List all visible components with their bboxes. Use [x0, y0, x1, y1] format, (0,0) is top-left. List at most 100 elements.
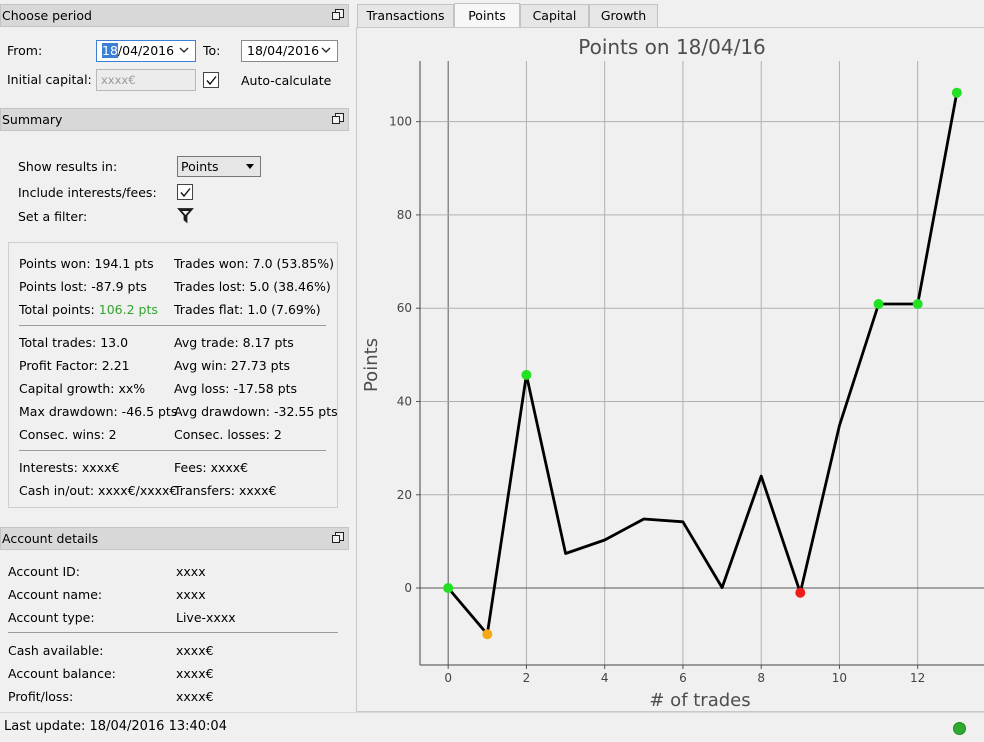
account-type-label: Account type: — [8, 610, 95, 625]
chart-axes: 0 2 4 6 8 10 12 0 20 40 60 80 100 — [389, 61, 984, 685]
cash-inout: Cash in/out: xxxx€/xxxx€ — [19, 483, 178, 498]
x-tick-label: 12 — [910, 671, 925, 685]
to-label: To: — [203, 43, 221, 58]
include-interests-checkbox[interactable] — [177, 184, 193, 200]
fees: Fees: xxxx€ — [174, 460, 249, 475]
float-dock-icon[interactable] — [332, 532, 344, 543]
tab-points[interactable]: Points — [454, 3, 520, 28]
profit-loss-label: Profit/loss: — [8, 689, 74, 704]
points-lost: Points lost: -87.9 pts — [19, 279, 147, 294]
chart-grid — [420, 61, 984, 665]
y-tick-label: 60 — [397, 301, 412, 315]
float-dock-icon[interactable] — [332, 9, 344, 20]
show-results-label: Show results in: — [18, 159, 118, 174]
account-balance-value: xxxx€ — [176, 666, 214, 681]
show-results-combo[interactable]: Points — [177, 156, 261, 177]
data-point — [795, 587, 806, 598]
last-update: Last update: 18/04/2016 13:40:04 — [4, 719, 227, 734]
total-points: Total points: 106.2 pts — [19, 302, 158, 317]
choose-period-title: Choose period — [2, 8, 92, 23]
plot-frame: Points on 18/04/16 # of trades Points 0 2… — [356, 27, 984, 712]
y-tick-label: 100 — [389, 115, 412, 129]
total-points-value: 106.2 pts — [98, 302, 158, 317]
consec-wins: Consec. wins: 2 — [19, 427, 117, 442]
cash-available-value: xxxx€ — [176, 643, 214, 658]
account-id-label: Account ID: — [8, 564, 80, 579]
float-dock-icon[interactable] — [332, 113, 344, 124]
trades-won: Trades won: 7.0 (53.85%) — [174, 256, 334, 271]
data-point — [482, 629, 493, 640]
total-points-label: Total points: — [19, 302, 99, 317]
profit-loss-value: xxxx€ — [176, 689, 214, 704]
avg-trade: Avg trade: 8.17 pts — [174, 335, 294, 350]
avg-win: Avg win: 27.73 pts — [174, 358, 291, 373]
connection-status-icon — [953, 722, 966, 735]
chevron-down-icon[interactable] — [320, 41, 332, 61]
x-tick-label: 4 — [601, 671, 609, 685]
data-point — [951, 87, 962, 98]
stats-divider — [19, 450, 326, 451]
account-name-label: Account name: — [8, 587, 103, 602]
auto-calculate-label: Auto-calculate — [241, 73, 332, 88]
to-date-edit[interactable]: 18/04/2016 — [241, 40, 338, 62]
x-tick-label: 6 — [679, 671, 687, 685]
data-point — [443, 583, 454, 594]
x-tick-label: 10 — [832, 671, 847, 685]
cash-available-label: Cash available: — [8, 643, 104, 658]
total-trades: Total trades: 13.0 — [19, 335, 129, 350]
from-date-rest: /04/2016 — [117, 43, 175, 58]
y-axis-label: Points — [361, 338, 382, 392]
trades-flat: Trades flat: 1.0 (7.69%) — [174, 302, 321, 317]
account-balance-label: Account balance: — [8, 666, 116, 681]
account-id-value: xxxx — [176, 564, 206, 579]
points-chart[interactable]: Points on 18/04/16 # of trades Points 0 2… — [357, 28, 984, 713]
x-tick-label: 2 — [523, 671, 531, 685]
y-tick-label: 80 — [397, 208, 412, 222]
chart-series — [443, 87, 962, 640]
auto-calculate-checkbox[interactable] — [203, 72, 219, 88]
consec-losses: Consec. losses: 2 — [174, 427, 282, 442]
summary-title: Summary — [2, 112, 63, 127]
from-label: From: — [7, 43, 43, 58]
filter-icon[interactable] — [177, 207, 194, 224]
interests: Interests: xxxx€ — [19, 460, 120, 475]
avg-drawdown: Avg drawdown: -32.55 pts — [174, 404, 338, 419]
x-tick-label: 8 — [757, 671, 765, 685]
data-point — [873, 298, 884, 309]
account-details-header: Account details — [0, 527, 349, 550]
chart-title: Points on 18/04/16 — [578, 35, 766, 59]
data-point — [912, 298, 923, 309]
data-point — [521, 369, 532, 380]
checkmark-icon — [180, 188, 191, 198]
choose-period-header: Choose period — [0, 4, 349, 27]
account-details-title: Account details — [2, 531, 99, 546]
initial-capital-input: xxxx€ — [96, 69, 196, 91]
points-won: Points won: 194.1 pts — [19, 256, 154, 271]
avg-loss: Avg loss: -17.58 pts — [174, 381, 298, 396]
tab-transactions[interactable]: Transactions — [357, 4, 454, 28]
initial-capital-label: Initial capital: — [7, 72, 92, 87]
tab-growth[interactable]: Growth — [589, 4, 658, 28]
summary-header: Summary — [0, 108, 349, 131]
tab-capital[interactable]: Capital — [520, 4, 589, 28]
account-name-value: xxxx — [176, 587, 206, 602]
checkmark-icon — [206, 76, 217, 86]
stats-divider — [19, 325, 326, 326]
stats-group — [8, 242, 338, 508]
points-series-line — [447, 92, 959, 636]
account-type-value: Live-xxxx — [176, 610, 236, 625]
status-bar: Last update: 18/04/2016 13:40:04 — [0, 712, 984, 742]
x-axis-label: # of trades — [649, 690, 750, 711]
show-results-value: Points — [181, 159, 219, 174]
from-date-selected: 18 — [102, 43, 118, 58]
profit-factor: Profit Factor: 2.21 — [19, 358, 130, 373]
y-tick-label: 0 — [404, 581, 412, 595]
y-tick-label: 20 — [397, 488, 412, 502]
x-tick-label: 0 — [444, 671, 452, 685]
capital-growth: Capital growth: xx% — [19, 381, 146, 396]
include-interests-label: Include interests/fees: — [18, 185, 157, 200]
from-date-edit[interactable]: 18/04/2016 — [96, 40, 196, 62]
left-panel: Choose period From: 18/04/2016 To: 18/04… — [0, 0, 349, 712]
chevron-down-icon[interactable] — [178, 41, 190, 61]
trades-lost: Trades lost: 5.0 (38.46%) — [174, 279, 331, 294]
